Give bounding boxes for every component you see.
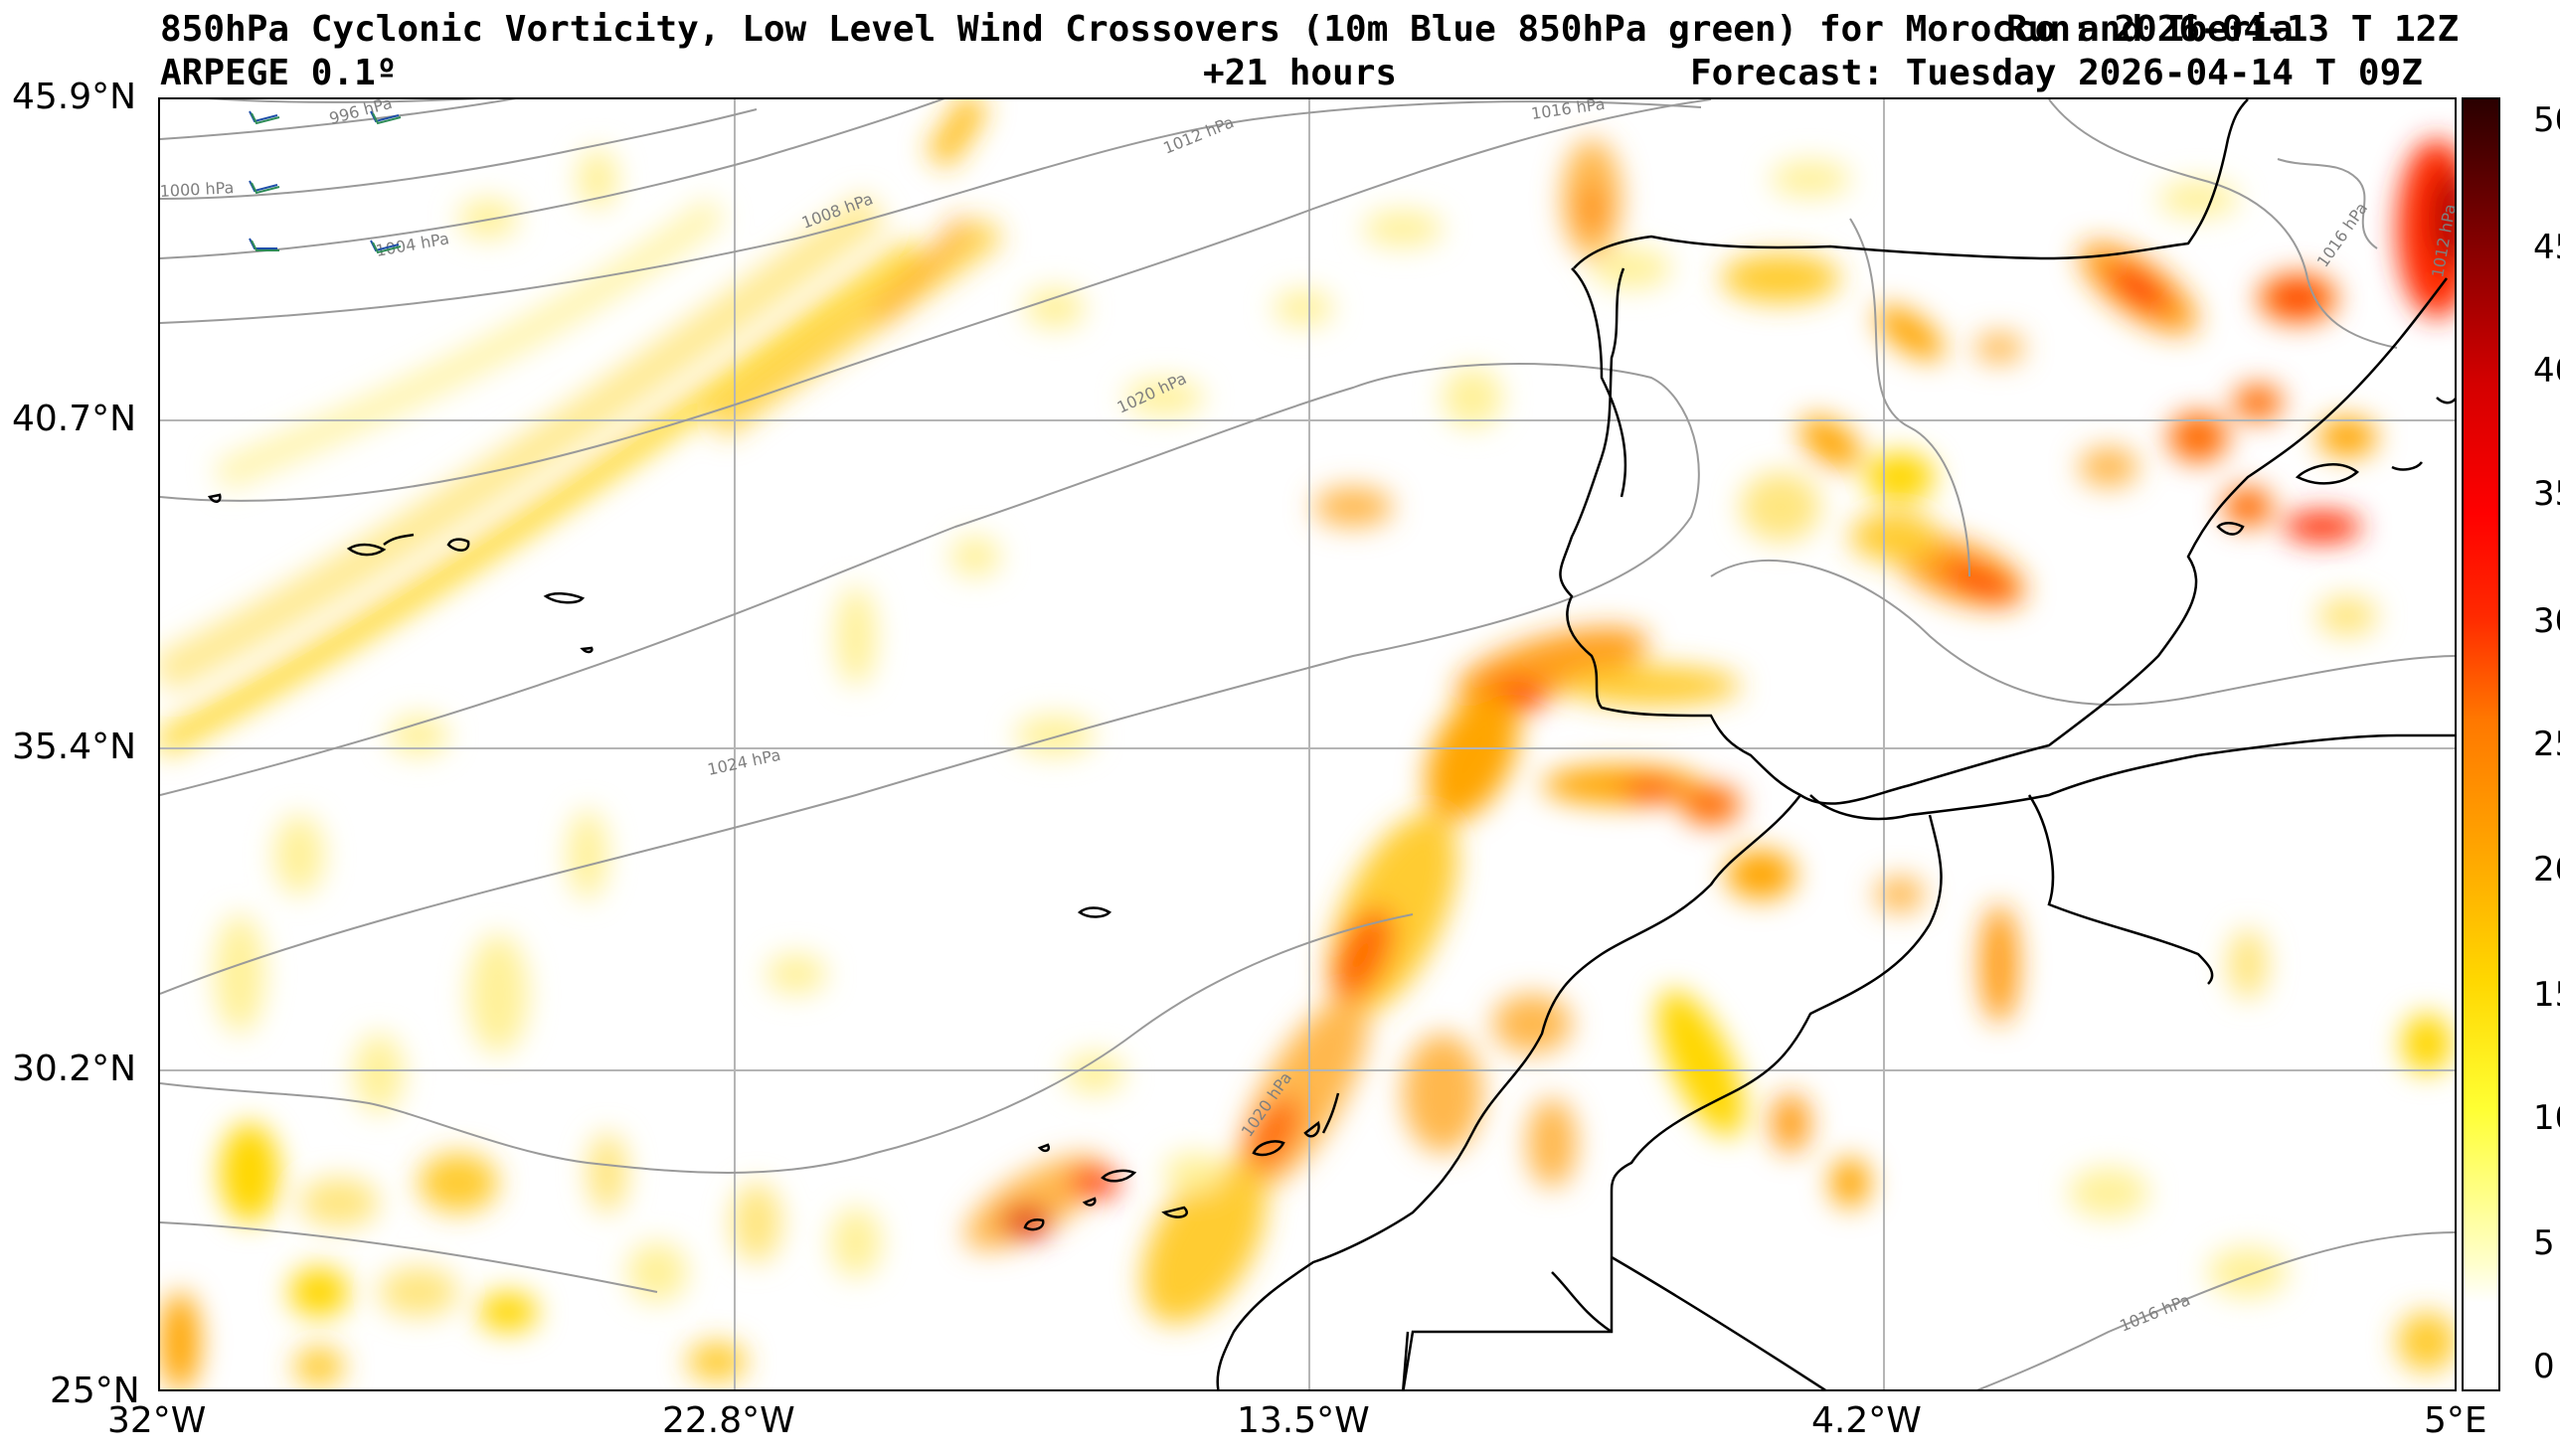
colorbar-tick: 45: [2533, 228, 2560, 267]
colorbar-tick: 5: [2533, 1223, 2555, 1263]
colorbar-tick: 15: [2533, 975, 2560, 1015]
colorbar-tick: 40: [2533, 351, 2560, 391]
model-label: ARPEGE 0.1º: [160, 53, 398, 93]
colorbar-tick: 50: [2533, 100, 2560, 140]
lat-label: 45.9°N: [12, 77, 137, 117]
map-svg: 996 hPa 1000 hPa 1004 hPa 1008 hPa 1012 …: [160, 99, 2455, 1389]
lat-label: 25°N: [50, 1371, 140, 1411]
colorbar-tick: 10: [2533, 1098, 2560, 1138]
forecast-time-label: Forecast: Tuesday 2026-04-14 T 09Z: [1690, 53, 2423, 93]
lon-label: 4.2°W: [1811, 1400, 1922, 1441]
lon-label: 13.5°W: [1237, 1400, 1370, 1441]
isobar-label: 1012 hPa: [1160, 112, 1236, 158]
colorbar-tick: 20: [2533, 850, 2560, 890]
vorticity-field: [160, 99, 2455, 1389]
lat-label: 35.4°N: [12, 727, 137, 767]
isobars: [160, 99, 2455, 1389]
isobar-label: 1016 hPa: [2313, 199, 2371, 270]
colorbar-tick: 30: [2533, 601, 2560, 641]
run-time-label: Run: 2026-04-13 T 12Z: [2006, 9, 2460, 50]
colorbar-tick: 0: [2533, 1347, 2555, 1386]
graticule: [160, 99, 2455, 1389]
lat-label: 30.2°N: [12, 1049, 137, 1089]
wind-crossovers: [249, 110, 402, 254]
colorbar-tick: 25: [2533, 725, 2560, 764]
lon-label: 5°E: [2424, 1400, 2487, 1441]
isobar-label: 1016 hPa: [1530, 99, 1607, 123]
colorbar: [2462, 97, 2500, 1391]
isobar-label: 1000 hPa: [160, 178, 235, 201]
isobar-label: 1024 hPa: [706, 745, 782, 779]
coastlines: [207, 99, 2455, 1389]
isobar-label: 996 hPa: [327, 99, 394, 128]
colorbar-tick: 35: [2533, 474, 2560, 514]
lon-label: 32°W: [107, 1400, 207, 1441]
map-panel: 996 hPa 1000 hPa 1004 hPa 1008 hPa 1012 …: [158, 97, 2457, 1391]
lead-time-label: +21 hours: [1203, 53, 1398, 93]
chart-title: 850hPa Cyclonic Vorticity, Low Level Win…: [160, 9, 2294, 50]
colorbar-svg: [2464, 99, 2498, 1389]
lat-label: 40.7°N: [12, 399, 137, 439]
lon-label: 22.8°W: [662, 1400, 795, 1441]
isobar-label: 1004 hPa: [374, 229, 450, 260]
isobar-label: 1016 hPa: [2117, 1290, 2192, 1336]
